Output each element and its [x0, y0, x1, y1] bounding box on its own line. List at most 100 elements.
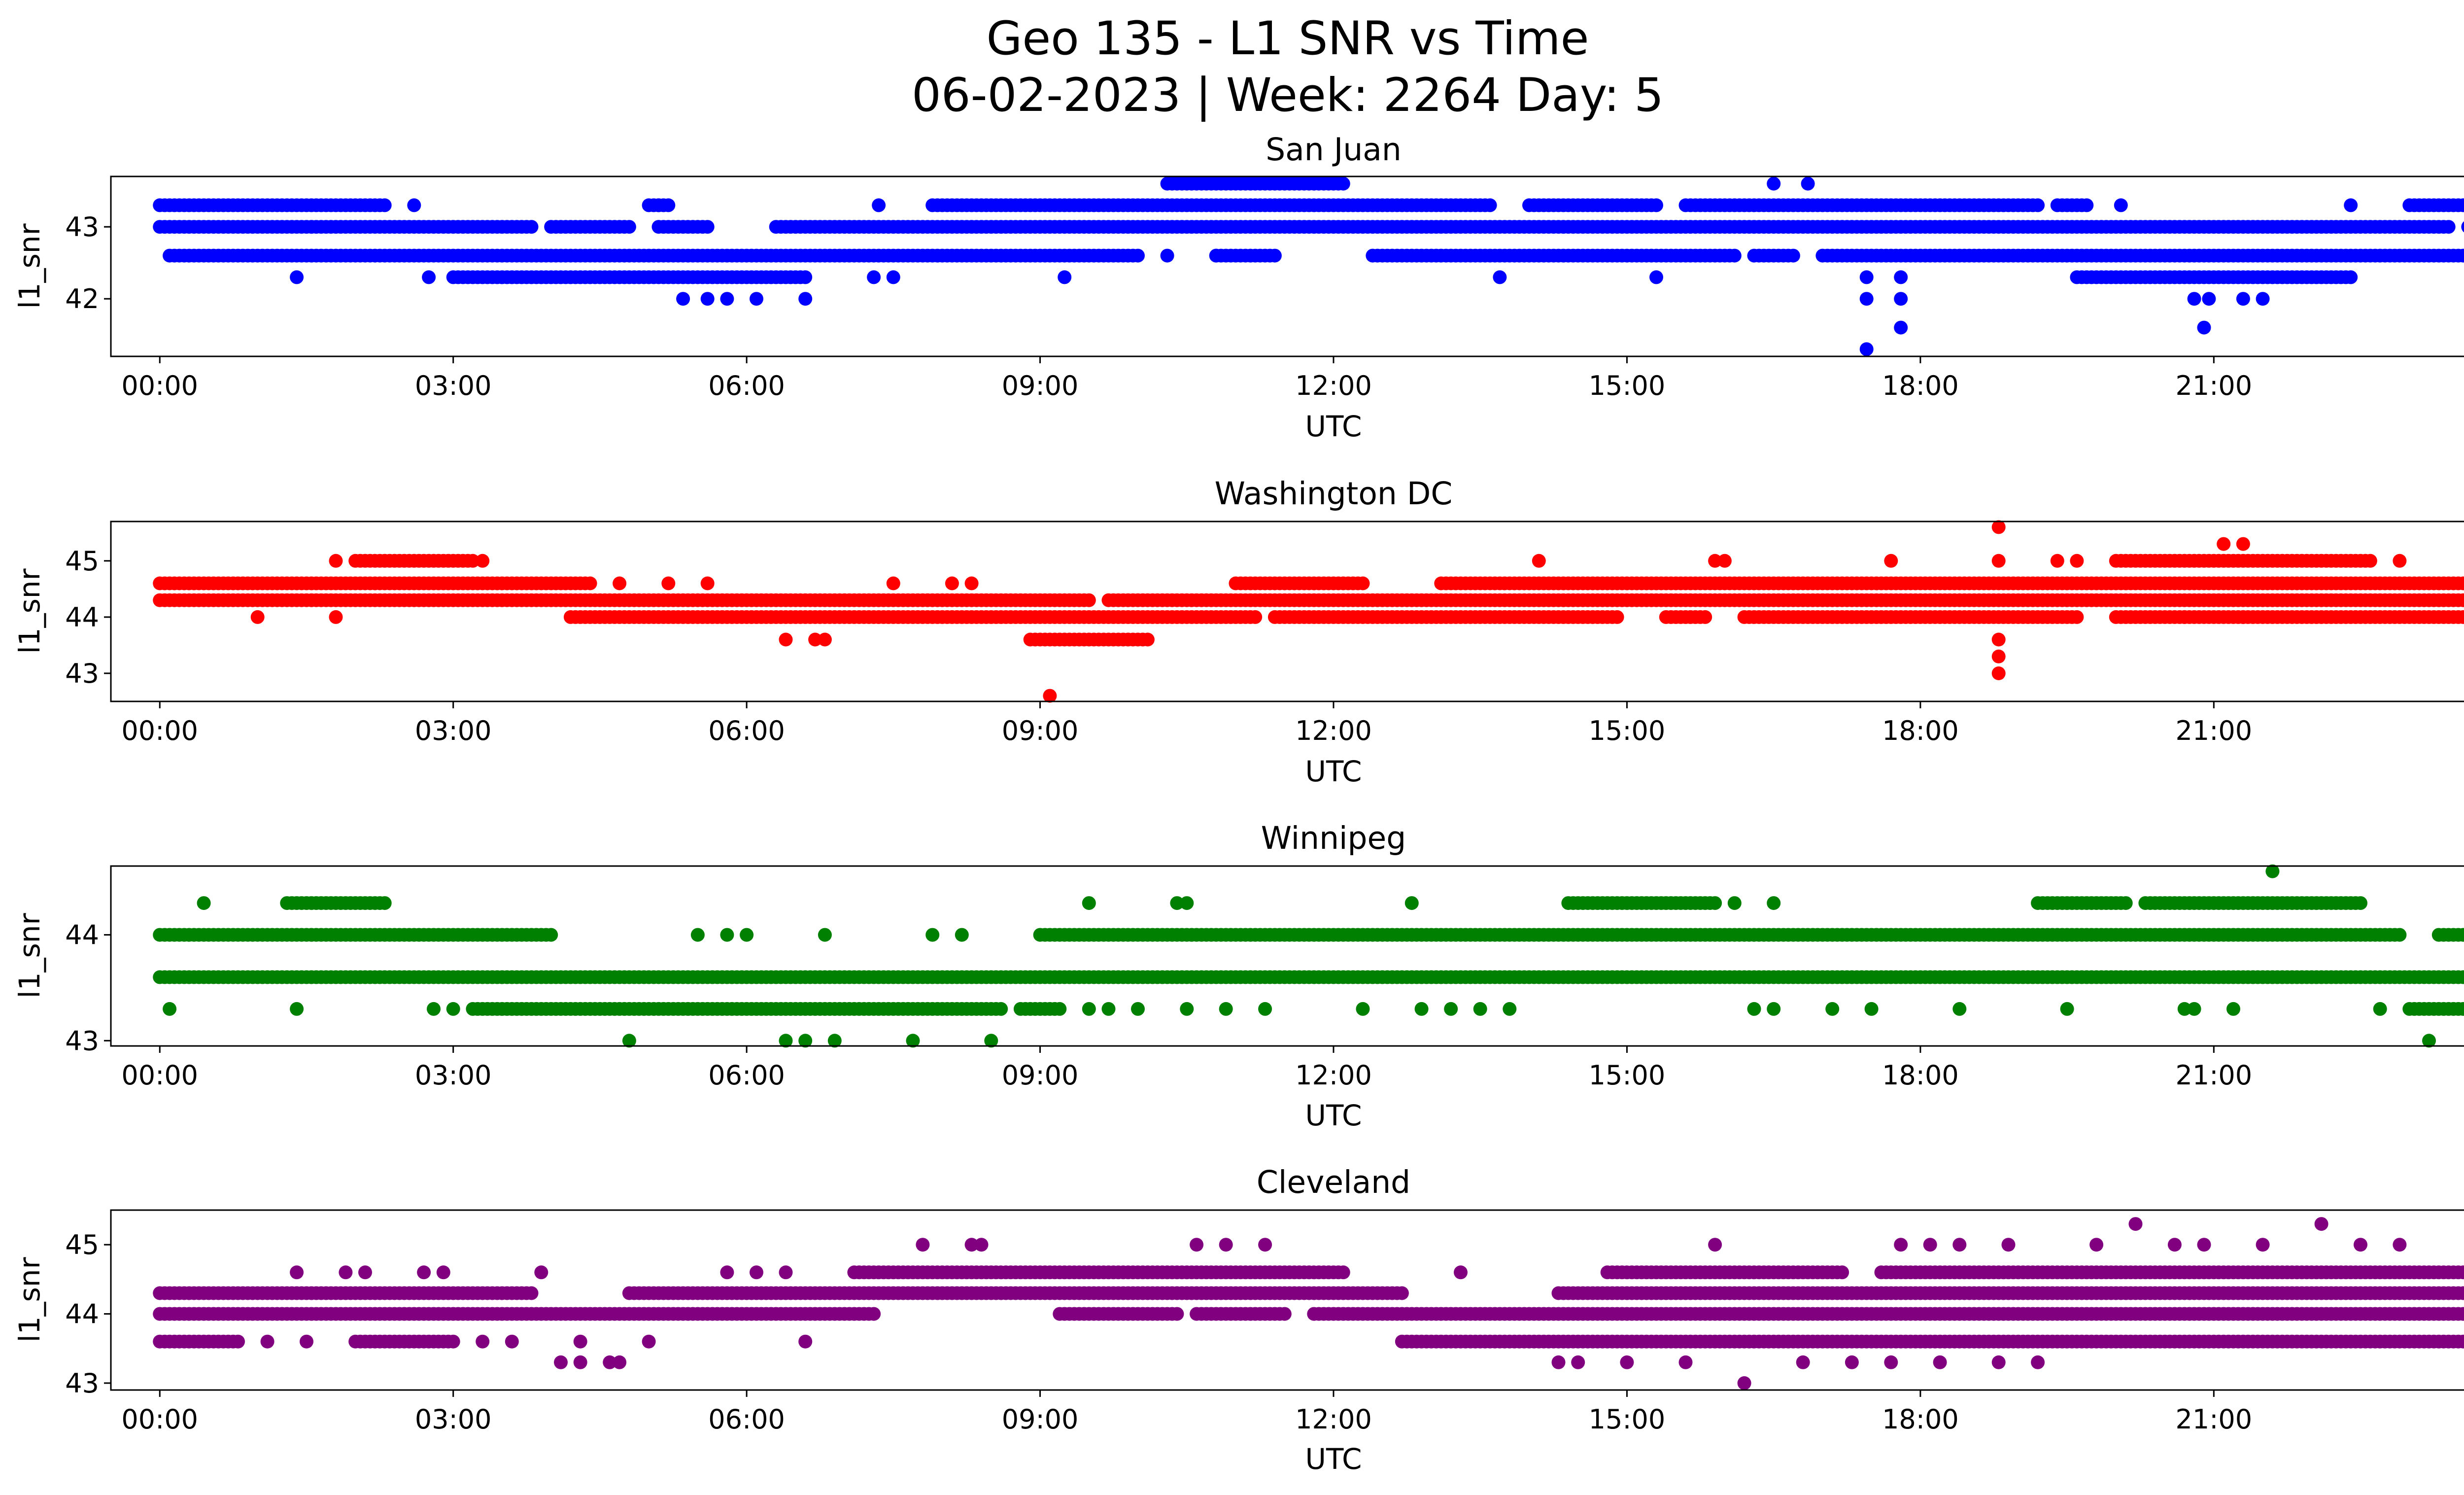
data-point — [2373, 1002, 2387, 1016]
data-point — [964, 576, 979, 591]
data-point — [1767, 896, 1781, 910]
data-point — [1356, 576, 1370, 591]
x-tick-label: 00:00 — [121, 370, 198, 401]
data-point — [1336, 1265, 1350, 1280]
data-point — [2363, 554, 2377, 568]
data-point — [1053, 1002, 1067, 1016]
x-tick-label: 09:00 — [1002, 370, 1079, 401]
data-point — [2461, 200, 2464, 211]
data-point — [1727, 248, 1742, 263]
data-point — [740, 928, 754, 942]
data-point — [1786, 248, 1800, 263]
data-point — [1219, 1002, 1233, 1016]
data-point — [818, 928, 832, 942]
data-point — [1140, 632, 1155, 647]
panel-title: San Juan — [1266, 132, 1402, 168]
data-point — [1991, 632, 2006, 647]
data-point — [994, 1002, 1008, 1016]
data-point — [290, 1002, 304, 1016]
data-point — [446, 1002, 460, 1016]
data-point — [1991, 649, 2006, 663]
y-axis-label: l1_snr — [13, 223, 46, 309]
data-point — [1248, 610, 1263, 624]
y-tick-label: 42 — [65, 283, 99, 314]
data-point — [2031, 198, 2045, 212]
y-tick-label: 43 — [65, 211, 99, 243]
x-tick-label: 18:00 — [1882, 1060, 1959, 1091]
data-point — [2217, 537, 2231, 551]
data-point — [2080, 198, 2094, 212]
data-point — [1991, 554, 2006, 568]
x-tick-label: 21:00 — [2176, 1060, 2253, 1091]
data-point — [2187, 292, 2201, 306]
data-point — [1404, 896, 1419, 910]
data-point — [1503, 1002, 1517, 1016]
x-tick-label: 12:00 — [1295, 370, 1372, 401]
data-point — [2354, 896, 2367, 910]
data-point — [720, 928, 734, 942]
data-point — [2177, 610, 2191, 624]
data-point — [1101, 1002, 1116, 1016]
data-point — [2114, 198, 2128, 212]
panel-title: Cleveland — [1257, 1164, 1410, 1200]
data-point — [2060, 1002, 2074, 1016]
figure-title-line1: Geo 135 - L1 SNR vs Time — [987, 12, 1589, 66]
data-point — [1082, 1002, 1096, 1016]
data-point — [377, 198, 392, 212]
data-point — [524, 220, 539, 234]
x-axis-ticks: 00:00 03:00 06:00 09:00 12:00 15:00 18:00 21:00… — [121, 356, 2252, 401]
plot-panel-san-juan: San Juan 00:00 03:00 06:00 09:00 12:00 15:00 1… — [13, 132, 2464, 443]
data-point — [1483, 198, 1497, 212]
data-point — [2456, 248, 2464, 263]
data-point — [1884, 554, 1898, 568]
data-point — [2226, 1002, 2240, 1016]
data-point — [886, 270, 900, 284]
x-axis-label: UTC — [1305, 410, 1362, 443]
data-point — [290, 270, 304, 284]
data-point — [476, 554, 490, 568]
data-point — [329, 610, 343, 624]
data-point — [407, 198, 421, 212]
x-tick-label: 15:00 — [1589, 715, 1666, 746]
data-point — [250, 610, 265, 624]
data-point — [1717, 554, 1732, 568]
data-point — [1767, 176, 1781, 191]
data-point — [2236, 537, 2250, 551]
data-point — [1894, 292, 1908, 306]
data-point — [2050, 554, 2064, 568]
x-axis-label: UTC — [1305, 755, 1362, 788]
data-point — [750, 292, 763, 306]
data-point — [1258, 1002, 1272, 1016]
data-point — [1131, 248, 1145, 263]
data-point — [2461, 594, 2464, 606]
data-point — [2187, 1002, 2201, 1016]
data-point — [2393, 928, 2407, 942]
data-point — [720, 292, 734, 306]
data-point — [886, 576, 900, 591]
data-point — [613, 576, 627, 591]
data-point — [1170, 1307, 1184, 1321]
data-point — [1082, 593, 1096, 607]
x-tick-label: 03:00 — [415, 715, 492, 746]
y-tick-label: 45 — [65, 546, 99, 577]
data-point — [1043, 689, 1057, 703]
data-point — [1082, 896, 1096, 910]
x-tick-label: 06:00 — [708, 1060, 785, 1091]
y-axis-label: l1_snr — [13, 913, 46, 998]
data-point — [1180, 896, 1194, 910]
data-point — [2070, 610, 2084, 624]
data-point — [422, 270, 436, 284]
figure-title-line2: 06-02-2023 | Week: 2264 Day: 5 — [912, 69, 1664, 122]
data-point — [867, 1307, 881, 1321]
data-point — [2456, 576, 2464, 591]
x-tick-label: 03:00 — [415, 1060, 492, 1091]
data-point — [798, 292, 813, 306]
panel-title: Washington DC — [1215, 476, 1453, 512]
y-tick-label: 43 — [65, 658, 99, 689]
data-point — [945, 576, 959, 591]
data-point — [2456, 593, 2464, 607]
data-point — [661, 576, 676, 591]
data-point — [1180, 1002, 1194, 1016]
data-point — [1864, 1002, 1879, 1016]
